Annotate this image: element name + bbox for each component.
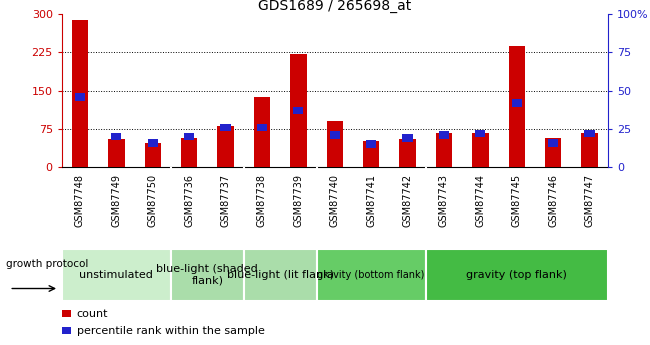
Bar <box>472 132 489 167</box>
Text: gravity (bottom flank): gravity (bottom flank) <box>317 270 425 280</box>
FancyBboxPatch shape <box>244 249 317 301</box>
Title: GDS1689 / 265698_at: GDS1689 / 265698_at <box>258 0 411 13</box>
Bar <box>330 131 340 139</box>
Bar <box>293 107 304 114</box>
Bar <box>508 46 525 167</box>
Text: GSM87748: GSM87748 <box>75 174 85 227</box>
Bar <box>254 97 270 167</box>
Bar <box>548 139 558 147</box>
Bar <box>75 93 85 100</box>
Bar <box>512 99 522 107</box>
Bar <box>72 20 88 167</box>
Bar <box>475 130 486 137</box>
Bar <box>181 138 198 167</box>
Bar <box>581 132 598 167</box>
Bar <box>62 327 72 334</box>
Bar <box>111 133 122 140</box>
Bar <box>62 310 72 317</box>
FancyBboxPatch shape <box>171 249 244 301</box>
Bar <box>399 139 416 167</box>
Bar <box>584 130 595 137</box>
Text: GSM87736: GSM87736 <box>184 174 194 227</box>
Text: unstimulated: unstimulated <box>79 270 153 280</box>
Bar <box>108 139 125 167</box>
Bar <box>436 132 452 167</box>
Text: GSM87738: GSM87738 <box>257 174 267 227</box>
Text: GSM87750: GSM87750 <box>148 174 158 227</box>
FancyBboxPatch shape <box>426 249 608 301</box>
Bar <box>366 140 376 148</box>
Bar <box>257 124 267 131</box>
FancyBboxPatch shape <box>317 249 426 301</box>
Text: growth protocol: growth protocol <box>6 259 89 269</box>
Bar <box>402 134 413 142</box>
Bar <box>184 133 194 140</box>
Text: GSM87744: GSM87744 <box>475 174 486 227</box>
Text: GSM87749: GSM87749 <box>111 174 122 227</box>
Bar <box>545 138 562 167</box>
Text: GSM87745: GSM87745 <box>512 174 522 227</box>
Text: GSM87740: GSM87740 <box>330 174 340 227</box>
Bar <box>290 54 307 167</box>
FancyBboxPatch shape <box>62 249 171 301</box>
Bar <box>220 124 231 131</box>
Bar <box>363 141 380 167</box>
Text: GSM87742: GSM87742 <box>402 174 413 227</box>
Bar <box>148 139 158 147</box>
Text: GSM87741: GSM87741 <box>366 174 376 227</box>
Text: blue-light (shaded
flank): blue-light (shaded flank) <box>157 264 258 286</box>
Bar <box>439 131 449 139</box>
Text: GSM87747: GSM87747 <box>584 174 595 227</box>
Bar <box>217 126 234 167</box>
Bar <box>326 121 343 167</box>
Bar <box>144 143 161 167</box>
Text: count: count <box>77 308 109 318</box>
Text: GSM87743: GSM87743 <box>439 174 449 227</box>
Text: blue-light (lit flank): blue-light (lit flank) <box>227 270 333 280</box>
Text: gravity (top flank): gravity (top flank) <box>466 270 567 280</box>
Text: GSM87739: GSM87739 <box>293 174 304 227</box>
Text: percentile rank within the sample: percentile rank within the sample <box>77 326 265 336</box>
Text: GSM87737: GSM87737 <box>220 174 231 227</box>
Text: GSM87746: GSM87746 <box>548 174 558 227</box>
